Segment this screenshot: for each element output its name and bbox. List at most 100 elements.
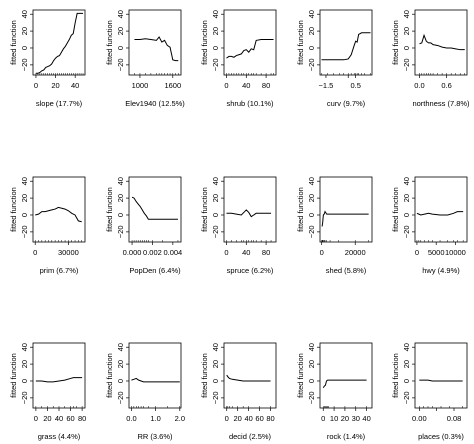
- x-axis-title: places (0.3%): [418, 432, 464, 441]
- plot-frame: [128, 342, 182, 409]
- x-tick-label: 0: [225, 414, 229, 423]
- plot-frame: [319, 9, 373, 76]
- series-line: [416, 211, 464, 216]
- y-axis-title: fitted function: [105, 187, 114, 232]
- x-tick-label: 40: [242, 81, 250, 90]
- y-tick-label: 0: [20, 379, 29, 383]
- x-tick-label: 60: [66, 414, 74, 423]
- x-tick-label: 0: [320, 248, 324, 257]
- x-axis-title: northness (7.8%): [412, 99, 470, 108]
- y-axis-title: fitted function: [200, 353, 209, 398]
- y-tick-label: 0: [20, 213, 29, 217]
- y-tick-label: 40: [20, 343, 29, 351]
- series-line: [131, 196, 178, 220]
- y-tick-label: −20: [307, 226, 316, 239]
- x-tick-label: 80: [266, 414, 274, 423]
- y-tick-label: −20: [20, 226, 29, 239]
- y-tick-label: 0: [402, 379, 411, 383]
- y-tick-label: 20: [402, 360, 411, 368]
- x-tick-label: 0: [224, 248, 228, 257]
- x-tick-label: 2.0: [175, 414, 185, 423]
- x-axis-title: Elev1940 (12.5%): [125, 99, 185, 108]
- y-tick-label: 20: [211, 27, 220, 35]
- x-axis-title: decid (2.5%): [229, 432, 272, 441]
- plot-frame: [414, 9, 468, 76]
- y-axis-title: fitted function: [296, 353, 305, 398]
- x-axis-title: hwy (4.9%): [422, 266, 460, 275]
- y-tick-label: −20: [116, 392, 125, 405]
- y-tick-label: 0: [211, 213, 220, 217]
- x-tick-label: −1.5: [319, 81, 334, 90]
- x-axis-title: spruce (6.2%): [227, 266, 274, 275]
- y-tick-label: 20: [307, 27, 316, 35]
- y-tick-label: 20: [116, 27, 125, 35]
- y-axis-title: fitted function: [391, 187, 400, 232]
- y-tick-label: −20: [116, 226, 125, 239]
- y-axis-title: fitted function: [105, 353, 114, 398]
- series-line: [321, 210, 369, 227]
- x-tick-label: 80: [262, 248, 270, 257]
- x-tick-label: 20: [341, 414, 349, 423]
- x-tick-label: 1600: [164, 81, 181, 90]
- x-tick-label: 40: [71, 81, 79, 90]
- series-line: [134, 36, 179, 62]
- plot-frame: [32, 176, 86, 243]
- y-tick-label: 20: [402, 27, 411, 35]
- y-tick-label: 40: [402, 177, 411, 185]
- plot-frame: [128, 9, 182, 76]
- x-tick-label: 20000: [345, 248, 366, 257]
- y-tick-label: 40: [402, 10, 411, 18]
- x-tick-label: 0: [415, 248, 419, 257]
- plot-frame: [32, 9, 86, 76]
- plot-frame: [319, 342, 373, 409]
- y-axis-title: fitted function: [105, 20, 114, 65]
- plot-frame: [319, 176, 373, 243]
- y-tick-label: −20: [20, 392, 29, 405]
- y-axis-title: fitted function: [296, 187, 305, 232]
- y-tick-label: 40: [116, 343, 125, 351]
- x-tick-label: 30000: [58, 248, 79, 257]
- x-tick-label: 0.000: [123, 248, 142, 257]
- y-tick-label: 0: [116, 213, 125, 217]
- y-tick-label: 20: [20, 27, 29, 35]
- y-tick-label: 0: [402, 213, 411, 217]
- y-axis-title: fitted function: [200, 187, 209, 232]
- y-tick-label: −20: [402, 392, 411, 405]
- x-tick-label: 0.6: [441, 81, 451, 90]
- y-axis-title: fitted function: [391, 353, 400, 398]
- y-tick-label: 20: [402, 194, 411, 202]
- y-tick-label: 0: [116, 46, 125, 50]
- plot-frame: [414, 176, 468, 243]
- x-tick-label: 40: [55, 414, 63, 423]
- y-tick-label: 40: [307, 177, 316, 185]
- series-line: [35, 377, 83, 383]
- x-tick-label: 10000: [445, 248, 466, 257]
- y-tick-label: 20: [211, 360, 220, 368]
- y-tick-label: 20: [20, 194, 29, 202]
- y-tick-label: −20: [116, 59, 125, 72]
- x-tick-label: 0.00: [412, 414, 427, 423]
- x-tick-label: 1000: [132, 81, 149, 90]
- x-tick-label: 40: [362, 414, 370, 423]
- y-tick-label: −20: [307, 59, 316, 72]
- y-axis-title: fitted function: [9, 187, 18, 232]
- y-tick-label: −20: [402, 59, 411, 72]
- y-tick-label: 40: [307, 343, 316, 351]
- x-tick-label: 0.004: [163, 248, 182, 257]
- y-axis-title: fitted function: [200, 20, 209, 65]
- y-tick-label: 0: [307, 213, 316, 217]
- x-tick-label: 0.5: [350, 81, 360, 90]
- x-tick-label: 5000: [428, 248, 445, 257]
- x-tick-label: 0: [34, 81, 38, 90]
- y-tick-label: 40: [211, 10, 220, 18]
